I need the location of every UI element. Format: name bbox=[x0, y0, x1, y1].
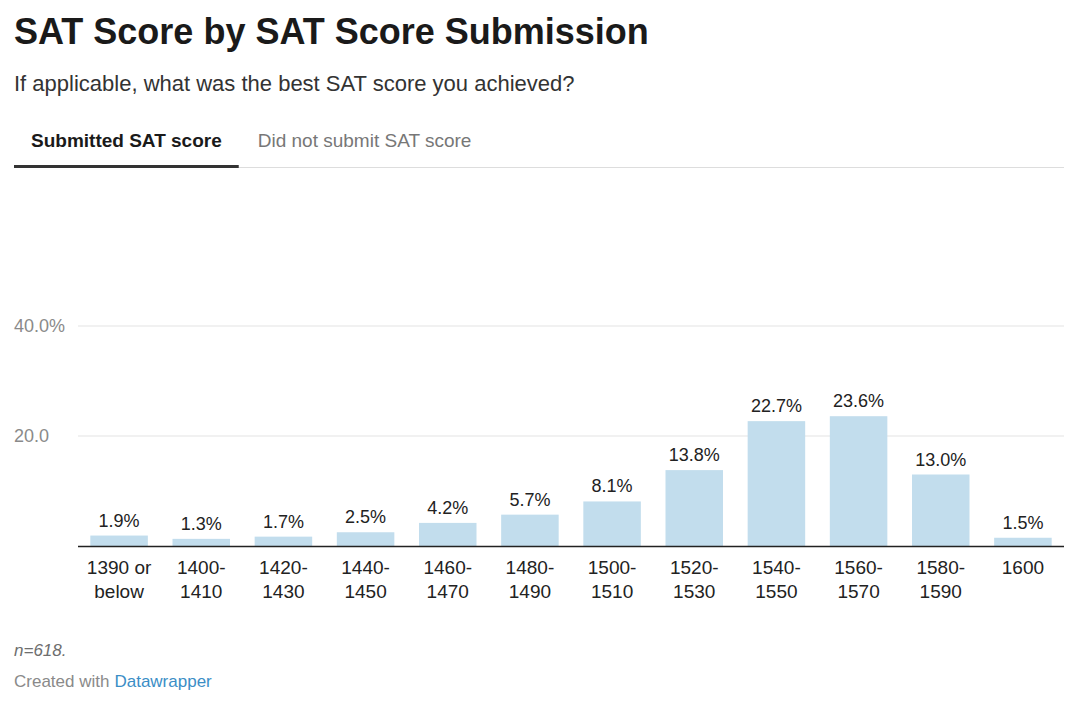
x-tick-label-line: 1500- bbox=[588, 557, 637, 578]
credit-link[interactable]: Datawrapper bbox=[114, 672, 212, 691]
x-tick-label-line: 1560- bbox=[834, 557, 883, 578]
x-tick-label: 1420- 1430 bbox=[259, 557, 308, 602]
data-label: 22.7% bbox=[751, 396, 802, 416]
grid-line bbox=[78, 326, 1064, 327]
data-label: 4.2% bbox=[427, 498, 468, 518]
data-label: 8.1% bbox=[592, 476, 633, 496]
bar bbox=[337, 532, 395, 546]
bar bbox=[912, 475, 970, 547]
note: n=618. bbox=[14, 641, 66, 660]
bar bbox=[665, 470, 723, 546]
x-tick-label-line: 1520- bbox=[670, 557, 719, 578]
data-label: 13.0% bbox=[915, 450, 966, 470]
grid-line bbox=[78, 436, 1064, 437]
bar bbox=[583, 501, 641, 546]
bar bbox=[748, 421, 806, 546]
x-tick-label: 1500- 1510 bbox=[588, 557, 637, 602]
title: SAT Score by SAT Score Submission bbox=[14, 11, 649, 52]
bar bbox=[419, 523, 477, 546]
x-tick-label-line: 1540- bbox=[752, 557, 801, 578]
y-tick-label: 20.0 bbox=[14, 426, 49, 446]
tab-underline bbox=[14, 165, 239, 168]
data-label: 2.5% bbox=[345, 507, 386, 527]
x-tick-label-line: 1400- bbox=[177, 557, 226, 578]
credit: Created with bbox=[14, 672, 109, 691]
x-tick-label-line: 1530 bbox=[673, 581, 715, 602]
bars bbox=[90, 416, 1051, 546]
bar bbox=[90, 536, 148, 546]
bar bbox=[255, 537, 313, 546]
x-tick-label: 1600 bbox=[1002, 557, 1044, 578]
y-tick-label: 40.0% bbox=[14, 316, 65, 336]
bar bbox=[172, 539, 230, 546]
data-label: 1.9% bbox=[99, 511, 140, 531]
data-label: 5.7% bbox=[509, 490, 550, 510]
data-label: 1.3% bbox=[181, 514, 222, 534]
data-label: 1.7% bbox=[263, 512, 304, 532]
x-tick-label: 1480- 1490 bbox=[506, 557, 555, 602]
subtitle: If applicable, what was the best SAT sco… bbox=[14, 71, 575, 96]
data-label: 1.5% bbox=[1002, 513, 1043, 533]
chart: SAT Score by SAT Score Submission If appl… bbox=[0, 0, 1080, 716]
x-tick-label: 1560- 1570 bbox=[834, 557, 883, 602]
tab[interactable]: Submitted SAT score bbox=[31, 130, 222, 151]
x-tick-label-line: 1580- bbox=[916, 557, 965, 578]
x-tick-label: 1520- 1530 bbox=[670, 557, 719, 602]
x-tick-label-line: 1550 bbox=[755, 581, 797, 602]
data-label: 13.8% bbox=[669, 445, 720, 465]
x-tick-label-line: 1430 bbox=[262, 581, 304, 602]
x-tick-label-line: 1590 bbox=[920, 581, 962, 602]
x-axis bbox=[78, 546, 1064, 548]
x-tick-label-line: 1420- bbox=[259, 557, 308, 578]
x-tick-label-line: 1600 bbox=[1002, 557, 1044, 578]
x-tick-label: 1390 or below bbox=[87, 557, 152, 602]
x-tick-label-line: 1490 bbox=[509, 581, 551, 602]
x-tick-label: 1400- 1410 bbox=[177, 557, 226, 602]
x-tick-label-line: 1460- bbox=[423, 557, 472, 578]
x-tick-label-line: 1470 bbox=[427, 581, 469, 602]
x-tick-label: 1540- 1550 bbox=[752, 557, 801, 602]
x-tick-label-line: 1510 bbox=[591, 581, 633, 602]
x-tick-label-line: 1410 bbox=[180, 581, 222, 602]
x-tick-label-line: 1570 bbox=[837, 581, 879, 602]
tab[interactable]: Did not submit SAT score bbox=[258, 130, 472, 151]
x-tick-label: 1460- 1470 bbox=[423, 557, 472, 602]
bar bbox=[994, 538, 1052, 546]
x-tick-label-line: 1390 or bbox=[87, 557, 152, 578]
bar bbox=[501, 515, 559, 546]
bar bbox=[830, 416, 888, 546]
x-tick-label: 1440- 1450 bbox=[341, 557, 390, 602]
data-label: 23.6% bbox=[833, 391, 884, 411]
x-tick-label-line: 1440- bbox=[341, 557, 390, 578]
x-tick-label-line: below bbox=[94, 581, 144, 602]
x-tick-label-line: 1450 bbox=[344, 581, 386, 602]
x-tick-label: 1580- 1590 bbox=[916, 557, 965, 602]
x-tick-label-line: 1480- bbox=[506, 557, 555, 578]
